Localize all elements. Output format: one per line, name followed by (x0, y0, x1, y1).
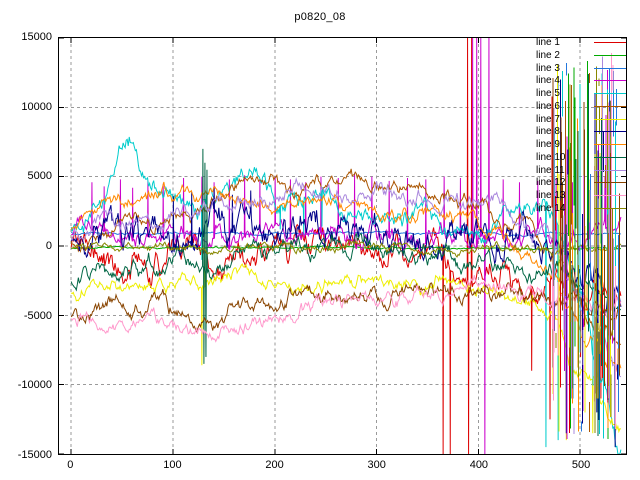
legend-color-swatch (594, 54, 626, 56)
x-tick-label: 100 (163, 459, 182, 471)
legend-item-label: line 13 (536, 190, 566, 201)
legend-color-swatch (594, 80, 626, 82)
legend-item: line 1 (536, 36, 626, 49)
data-series (70, 187, 622, 448)
x-tick-label: 400 (469, 459, 489, 471)
x-tick-label: 500 (571, 459, 591, 471)
legend-item-label: line 4 (536, 75, 560, 87)
legend-item: line 7 (536, 113, 626, 126)
legend-item-label: line 6 (536, 100, 560, 112)
legend-item-label: line 12 (536, 177, 566, 189)
legend-color-swatch (594, 195, 626, 196)
legend-item-label: line 2 (536, 49, 560, 61)
legend-item: line 6 (536, 100, 626, 113)
data-series (70, 229, 622, 441)
legend-color-swatch (594, 156, 626, 158)
x-tick-label: 300 (367, 459, 386, 471)
legend-item: line 13 (536, 189, 626, 202)
legend-item: line 2 (536, 49, 626, 62)
x-tick-label: 0 (67, 459, 74, 471)
legend-color-swatch (594, 93, 626, 94)
legend-color-swatch (594, 131, 626, 133)
x-tick-label: 200 (265, 459, 284, 471)
data-series (71, 230, 621, 238)
legend-item: line 12 (536, 176, 626, 189)
legend-item-label: line 7 (536, 113, 560, 125)
y-tick-label: -5000 (23, 309, 52, 322)
legend-color-swatch (594, 42, 626, 43)
legend-color-swatch (594, 118, 626, 120)
y-tick-label: -15000 (17, 449, 52, 461)
chart-title: p0820_08 (294, 11, 346, 23)
legend: line 1 line 2 line 3 line 4 line 5 line 6 line… (536, 36, 626, 220)
legend-color-swatch (594, 207, 626, 209)
legend-item: line 5 (536, 87, 626, 100)
data-series (70, 275, 622, 343)
legend-item: line 8 (536, 125, 626, 138)
legend-item-label: line 11 (536, 164, 565, 176)
y-tick-label: 5000 (27, 170, 52, 183)
legend-item: line 4 (536, 74, 626, 87)
data-series (71, 240, 622, 258)
data-series (71, 245, 621, 251)
legend-color-swatch (594, 105, 626, 107)
legend-item-label: line 5 (536, 88, 560, 99)
legend-item: line 3 (536, 62, 626, 75)
legend-color-swatch (594, 169, 626, 171)
legend-item-label: line 8 (536, 126, 560, 138)
legend-color-swatch (594, 182, 626, 184)
legend-item: line 14 (536, 202, 626, 215)
legend-item-label: line 3 (536, 62, 560, 74)
y-tick-label: 15000 (21, 31, 52, 43)
legend-item: line 11 (536, 164, 626, 177)
legend-color-swatch (594, 144, 626, 145)
legend-item-label: line 9 (536, 139, 560, 150)
y-tick-label: 0 (45, 240, 52, 252)
data-series (70, 282, 622, 333)
legend-item-label: line 1 (536, 37, 560, 48)
legend-item-label: line 14 (536, 202, 566, 214)
legend-item: line 9 (536, 138, 626, 151)
legend-item-label: line 10 (536, 151, 566, 163)
y-tick-label: 10000 (21, 100, 52, 113)
legend-item: line 10 (536, 151, 626, 164)
y-tick-label: -10000 (17, 379, 52, 392)
legend-color-swatch (594, 67, 626, 69)
